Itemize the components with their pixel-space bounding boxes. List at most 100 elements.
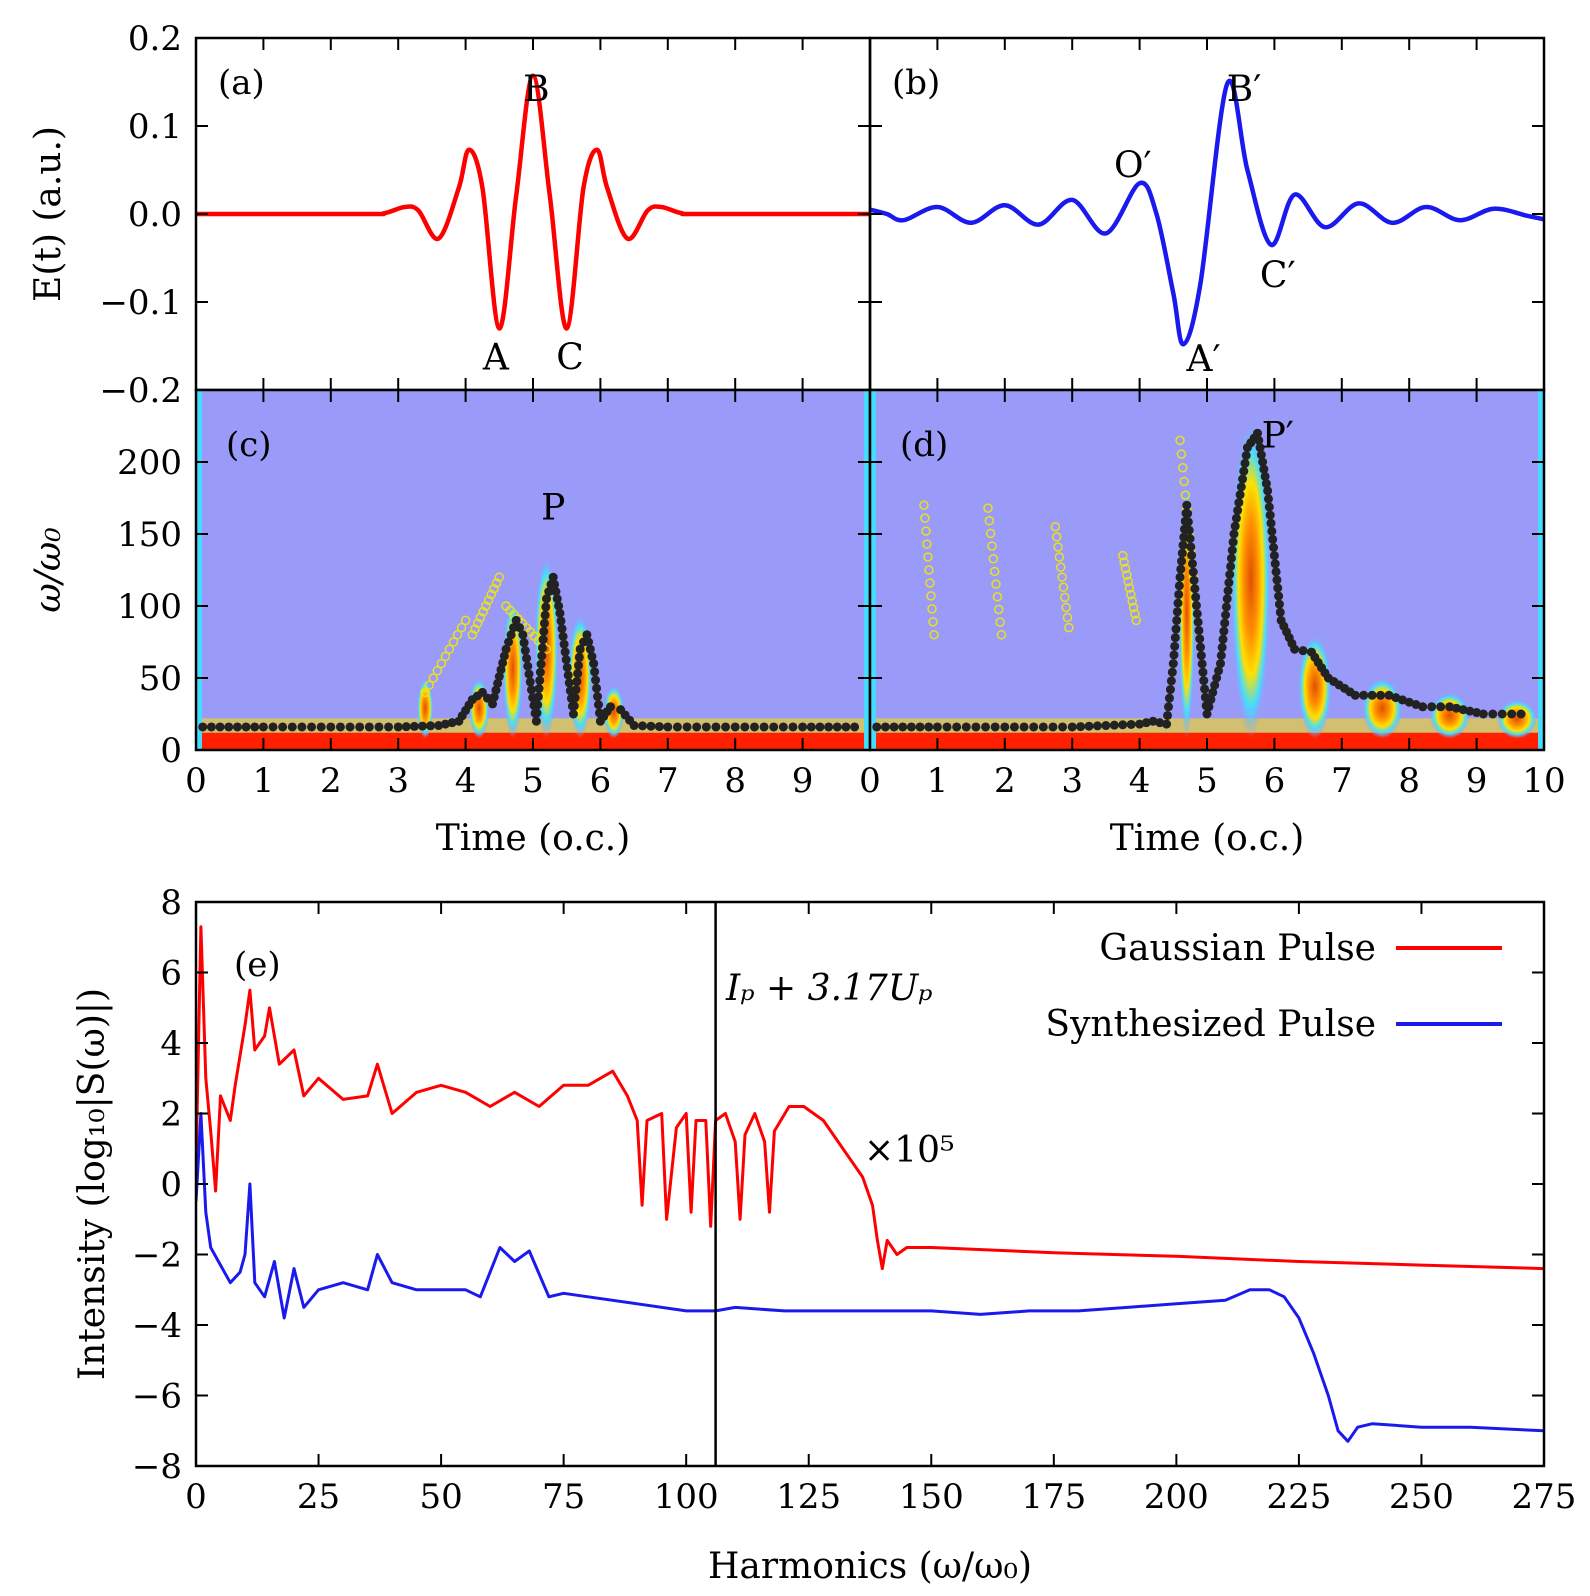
long-trajectory-point [1170,641,1180,651]
long-trajectory-point [730,722,740,732]
long-trajectory-point [646,721,656,731]
long-trajectory-point [1177,548,1187,558]
long-trajectory-point [551,587,561,597]
short-trajectory-point [929,630,939,640]
y-tick-label: 0.2 [128,19,182,59]
long-trajectory-point [499,651,509,661]
long-trajectory-point [534,684,544,694]
peak-annotation: O′ [1114,146,1152,187]
long-trajectory-point [1210,680,1220,690]
long-trajectory-point [1275,607,1285,617]
y-tick-label: 150 [117,515,182,555]
long-trajectory-point [1221,610,1231,620]
long-trajectory-point [1135,719,1145,729]
long-trajectory-point [1126,719,1136,729]
long-trajectory-point [1164,693,1174,703]
intensity-ridge [1429,692,1470,739]
legend-label-synthesized: Synthesized Pulse [1045,1004,1376,1045]
long-trajectory-point [898,722,908,732]
panel-a: 0.2 0.1 0.0 −0.1 −0.2 (a) E(t) (a.u.) B A C [28,19,872,411]
long-trajectory-point [1184,525,1194,535]
edge-left [196,390,202,750]
long-trajectory-point [568,709,578,719]
long-trajectory-point [384,722,394,732]
long-trajectory-point [1497,709,1507,719]
long-trajectory-point [1214,666,1224,676]
long-trajectory-point [1272,575,1282,585]
long-trajectory-point [740,722,750,732]
short-trajectory-point [478,607,488,617]
long-trajectory-point [1350,690,1360,700]
panel-d-label: (d) [900,425,948,465]
y-tick-label: −0.2 [99,371,182,411]
short-trajectory-point [494,572,505,582]
short-trajectory-point [428,673,438,683]
long-trajectory-point [518,630,528,640]
long-trajectory-point [345,722,355,732]
short-trajectory-point [919,500,929,510]
long-trajectory-point [585,644,595,654]
long-trajectory-point [1265,510,1275,520]
panel-e: 0 25 50 75 100 125 150 175 200 225 250 275 8 6 4 2 0 −2 −4… [72,883,1576,1587]
long-trajectory-point [1118,720,1128,730]
long-trajectory-point [1190,584,1200,594]
short-trajectory-point [1050,522,1061,532]
long-trajectory-point [1196,651,1206,661]
panel-e-plot-area [196,902,1544,1466]
long-trajectory-point [1220,618,1230,628]
long-trajectory-point [1260,471,1270,481]
long-trajectory-point [489,692,499,702]
long-trajectory-point [1058,722,1068,732]
x-tick-label: 8 [724,761,746,801]
long-trajectory-point [749,722,759,732]
long-trajectory-point [990,722,1000,732]
long-trajectory-point [532,708,542,718]
long-trajectory-point [537,651,547,661]
long-trajectory-point [1267,526,1277,536]
long-trajectory-point [638,721,648,731]
long-trajectory-point [447,718,457,728]
long-trajectory-point [206,722,216,732]
peak-annotation: B [523,69,549,110]
long-trajectory-point [663,722,673,732]
long-trajectory-point [215,722,225,732]
long-trajectory-point [1191,600,1201,610]
peak-label: P′ [1262,416,1294,457]
long-trajectory-point [778,722,788,732]
long-trajectory-point [1167,667,1177,677]
short-trajectory-point [983,503,993,513]
long-trajectory-point [531,716,541,726]
long-trajectory-point [316,722,326,732]
short-trajectory-point [924,565,934,575]
x-tick-label: 6 [590,761,612,801]
long-trajectory-point [526,685,536,695]
long-trajectory-point [1271,567,1281,577]
long-trajectory-point [1182,500,1192,510]
long-trajectory-point [417,721,427,731]
x-tick-label: 1 [253,761,275,801]
panel-c-ylabel: ω/ω₀ [28,527,69,612]
panel-b-label: (b) [892,63,940,103]
long-trajectory-point [1255,443,1265,453]
long-trajectory-point [525,677,535,687]
peak-annotation: C [556,337,584,378]
long-trajectory-point [511,615,521,625]
short-trajectory-point [1123,576,1133,587]
long-trajectory-point [1225,570,1235,579]
y-tick-label: 8 [160,883,182,923]
long-trajectory-point [573,660,583,670]
panel-e-ylabel: Intensity (log₁₀|S(ω)|) [72,988,113,1380]
long-trajectory-point [1186,542,1196,552]
x-tick-label: 5 [1196,761,1218,801]
spectrum-line-gaussian [196,925,1544,1271]
long-trajectory-point [1263,486,1273,496]
x-tick-label: 9 [1466,761,1488,801]
long-trajectory-point [1185,534,1195,544]
short-trajectory-point [1122,570,1132,580]
long-trajectory-point [591,675,601,685]
short-trajectory-point [1057,572,1067,582]
long-trajectory-point [335,722,345,732]
long-trajectory-point [759,722,769,732]
short-trajectory-point [1055,562,1066,572]
long-trajectory-point [942,722,952,732]
